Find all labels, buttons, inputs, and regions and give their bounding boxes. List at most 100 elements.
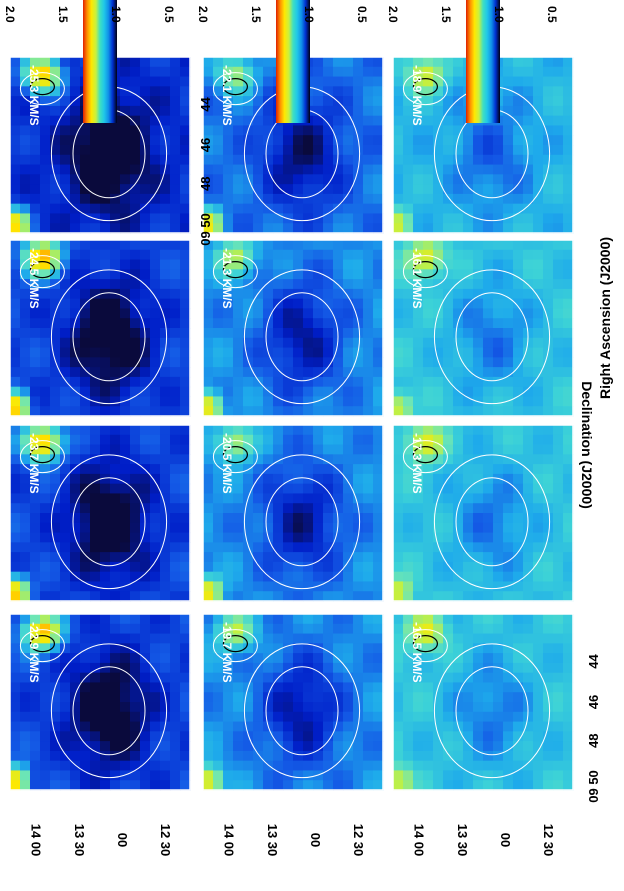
contour-line (222, 634, 248, 653)
intensity-cell (80, 542, 91, 553)
intensity-cell (363, 552, 374, 563)
intensity-cell (523, 288, 534, 300)
intensity-cell (533, 464, 544, 475)
intensity-cell (303, 145, 314, 156)
intensity-cell (273, 145, 284, 156)
intensity-cell (463, 770, 474, 781)
intensity-cell (443, 571, 454, 583)
intensity-cell (393, 376, 404, 388)
intensity-cell (213, 561, 224, 573)
intensity-cell (140, 213, 151, 224)
intensity-cell (333, 760, 344, 772)
intensity-cell (553, 279, 564, 290)
intensity-cell (533, 454, 544, 465)
intensity-cell (130, 203, 141, 215)
contour-line (19, 629, 65, 663)
intensity-cell (233, 66, 244, 78)
intensity-cell (523, 454, 534, 465)
intensity-cell (263, 288, 274, 300)
intensity-cell (263, 367, 274, 378)
intensity-cell (453, 337, 464, 349)
intensity-cell (323, 164, 334, 175)
intensity-cell (423, 561, 434, 573)
intensity-cell (213, 347, 224, 358)
intensity-cell (30, 454, 41, 465)
intensity-cell (403, 513, 414, 524)
intensity-cell (70, 259, 81, 270)
intensity-cell (293, 125, 304, 136)
intensity-cell (373, 328, 384, 339)
contour-line (212, 629, 258, 663)
intensity-cell (80, 750, 91, 762)
intensity-cell (40, 731, 51, 742)
intensity-cell (303, 193, 314, 205)
intensity-cell (533, 86, 544, 97)
intensity-cell (363, 425, 374, 436)
intensity-cell (393, 741, 404, 752)
intensity-cell (533, 367, 544, 378)
intensity-cell (323, 464, 334, 475)
intensity-cell (463, 750, 474, 762)
intensity-cell (323, 86, 334, 97)
intensity-cell (110, 692, 121, 703)
intensity-cell (283, 386, 294, 398)
intensity-cell (403, 279, 414, 290)
intensity-cell (563, 770, 574, 781)
intensity-cell (313, 503, 324, 514)
intensity-cell (30, 662, 41, 674)
intensity-cell (423, 269, 434, 280)
intensity-cell (373, 552, 384, 563)
intensity-cell (513, 96, 524, 107)
intensity-cell (273, 203, 284, 215)
intensity-cell (120, 532, 131, 543)
intensity-cell (433, 750, 444, 762)
intensity-cell (483, 503, 494, 514)
y-tick-label: 13 30 (72, 824, 87, 857)
intensity-cell (70, 662, 81, 674)
intensity-cell (30, 731, 41, 742)
intensity-cell (110, 643, 121, 654)
intensity-cell (150, 425, 161, 436)
intensity-cell (363, 473, 374, 485)
intensity-cell (273, 711, 284, 723)
intensity-cell (70, 288, 81, 300)
intensity-cell (423, 493, 434, 504)
intensity-cell (40, 760, 51, 772)
intensity-cell (263, 643, 274, 654)
intensity-cell (223, 662, 234, 674)
intensity-cell (233, 464, 244, 475)
intensity-cell (150, 96, 161, 107)
intensity-cell (323, 653, 334, 664)
intensity-cell (313, 454, 324, 465)
intensity-cell (273, 223, 284, 234)
intensity-cell (393, 57, 404, 68)
intensity-cell (503, 711, 514, 723)
intensity-cell (140, 269, 151, 280)
intensity-cell (203, 249, 214, 261)
y-tick-label: 12 30 (158, 824, 173, 857)
intensity-cell (363, 741, 374, 752)
intensity-cell (453, 513, 464, 524)
intensity-cell (100, 702, 111, 713)
intensity-cell (483, 318, 494, 329)
intensity-cell (223, 770, 234, 781)
intensity-cell (393, 145, 404, 156)
intensity-cell (353, 702, 364, 713)
intensity-cell (243, 454, 254, 465)
intensity-cell (180, 57, 191, 68)
intensity-cell (443, 193, 454, 205)
intensity-cell (30, 193, 41, 205)
intensity-cell (423, 357, 434, 368)
intensity-cell (100, 406, 111, 417)
intensity-cell (523, 57, 534, 68)
intensity-cell (40, 522, 51, 534)
intensity-cell (393, 591, 404, 602)
intensity-cell (443, 135, 454, 146)
intensity-cell (413, 135, 424, 146)
intensity-cell (10, 561, 21, 573)
intensity-cell (50, 552, 61, 563)
intensity-cell (10, 96, 21, 107)
intensity-cell (543, 86, 554, 97)
intensity-cell (223, 125, 234, 136)
intensity-cell (563, 164, 574, 175)
